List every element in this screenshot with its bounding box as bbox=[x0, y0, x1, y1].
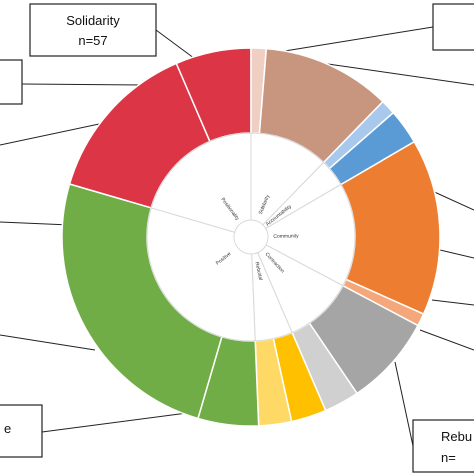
leader-line-12 bbox=[394, 361, 414, 447]
inner-label-community: Community bbox=[273, 233, 299, 240]
leader-line-6 bbox=[259, 26, 434, 56]
callout-rebuttal-title: Rebu bbox=[441, 429, 472, 444]
leader-line-3 bbox=[0, 221, 71, 226]
callout-solidarity-title: Solidarity bbox=[66, 13, 120, 28]
outer-ring bbox=[61, 47, 441, 427]
callout-solidarity-count: n=57 bbox=[78, 33, 107, 48]
callout-rebuttal-count: n= bbox=[441, 450, 456, 465]
leader-line-10 bbox=[431, 299, 474, 306]
leader-line-4 bbox=[0, 334, 96, 351]
inner-segment-solidarity bbox=[250, 132, 325, 226]
inner-segment-positionality bbox=[150, 132, 252, 233]
inner-segment-community bbox=[265, 183, 356, 287]
leader-line-11 bbox=[419, 329, 474, 351]
inner-segment-positive bbox=[146, 207, 256, 342]
inner-segment-contraction bbox=[257, 244, 344, 334]
leader-line-9 bbox=[439, 249, 474, 259]
callout-positive-fragment: e bbox=[4, 421, 11, 436]
leader-line-1 bbox=[21, 83, 151, 86]
callout-positive: e bbox=[0, 404, 43, 458]
callout-solidarity: Solidarity n=57 bbox=[29, 3, 157, 57]
leader-line-2 bbox=[0, 119, 119, 146]
leader-line-8 bbox=[429, 189, 474, 211]
callout-rebuttal: Rebu n= bbox=[412, 419, 474, 473]
callout-top-right bbox=[432, 3, 474, 51]
inner-label-rebuttal: Rebuttal bbox=[253, 261, 263, 280]
inner-ring bbox=[146, 132, 356, 342]
callout-top-left bbox=[0, 59, 23, 105]
